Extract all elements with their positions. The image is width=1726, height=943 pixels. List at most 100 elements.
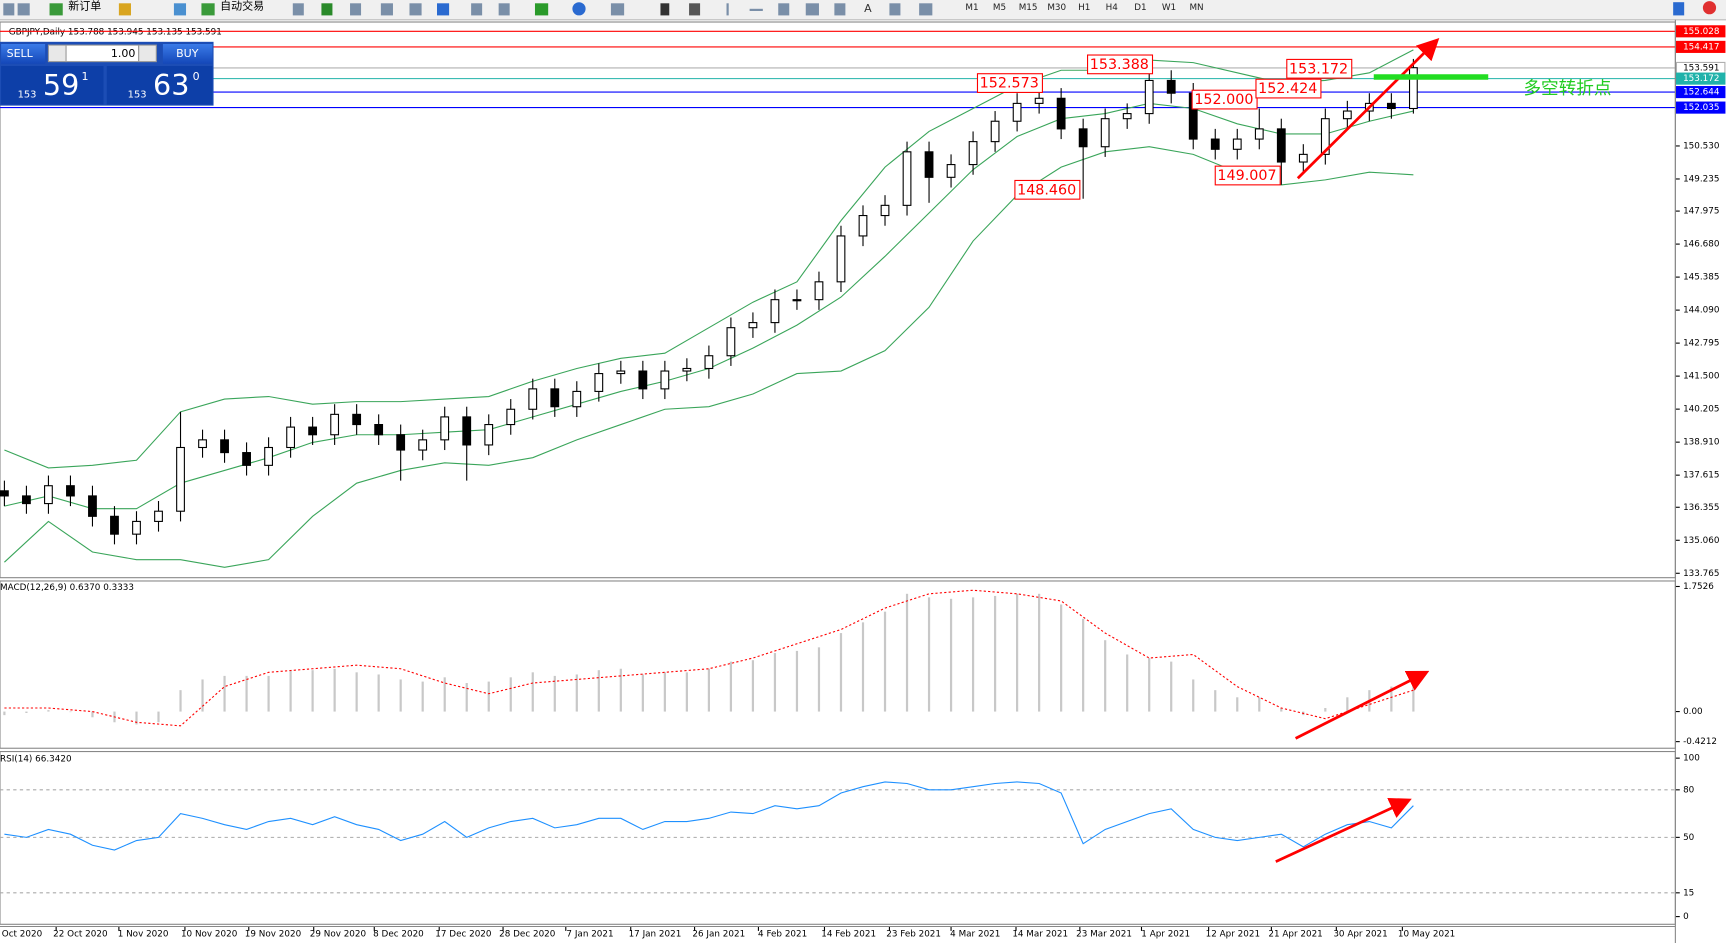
timeframe-button[interactable]: H1 <box>1078 3 1090 13</box>
sell-button[interactable] <box>1 44 46 64</box>
macd-bar <box>641 674 644 712</box>
macd-bar <box>509 677 512 712</box>
buy-price-box[interactable] <box>106 66 213 105</box>
macd-bar <box>1060 604 1063 712</box>
x-tick-label: 7 Jan 2021 <box>566 930 613 940</box>
y-tick-label: 80 <box>1683 785 1695 795</box>
candle-body <box>616 370 626 375</box>
candle-body <box>440 416 450 441</box>
candle-body <box>66 485 75 497</box>
macd-bar <box>685 672 688 712</box>
candle-body <box>814 281 824 301</box>
macd-bar <box>619 668 622 712</box>
buy-label[interactable]: BUY <box>176 47 199 60</box>
annotation-box <box>976 73 1043 93</box>
price-tag <box>1675 86 1726 99</box>
timeframe-button[interactable]: D1 <box>1134 3 1146 13</box>
price-tag-label: 153.172 <box>1683 74 1719 84</box>
annotation: 149.007 <box>1217 168 1276 184</box>
y-tick-label: 150.530 <box>1683 141 1720 151</box>
candle-body <box>330 413 340 436</box>
macd-bar <box>25 711 28 714</box>
macd-bar <box>135 711 138 725</box>
buy-button[interactable] <box>162 44 213 64</box>
candle-body <box>462 416 472 446</box>
macd-bar <box>267 675 270 712</box>
toolbar <box>0 0 1726 20</box>
lot-up[interactable] <box>138 44 157 63</box>
macd-bar <box>157 711 160 723</box>
timeframe-button[interactable]: M1 <box>965 3 978 13</box>
x-tick-label: 21 Apr 2021 <box>1268 930 1322 940</box>
x-tick-label: 1 Nov 2020 <box>118 930 169 940</box>
candle-body <box>1276 128 1286 163</box>
candle-body <box>792 299 802 302</box>
macd-bar <box>949 598 953 712</box>
macd-bar <box>91 711 94 718</box>
sell-price-box[interactable] <box>1 66 104 105</box>
timeframe-button[interactable]: M5 <box>993 3 1006 13</box>
timeframe-button[interactable]: H4 <box>1106 3 1119 13</box>
annotation-box <box>1255 78 1322 99</box>
candle-body <box>308 426 318 436</box>
candle-body <box>726 327 736 357</box>
macd-bar <box>729 661 733 712</box>
sell-price-pips: 59 <box>43 68 79 102</box>
timeframe-button[interactable]: M30 <box>1047 3 1066 13</box>
candle-body <box>572 390 582 408</box>
timeframe-button[interactable]: MN <box>1189 3 1203 13</box>
macd-bar <box>421 681 424 712</box>
macd-signal <box>4 589 1414 727</box>
candle-body <box>132 520 141 535</box>
y-tick-label: 1.7526 <box>1683 582 1714 592</box>
timeframe-button[interactable]: M15 <box>1019 3 1038 13</box>
x-tick-label: 4 Feb 2021 <box>758 930 807 940</box>
price-tag-label: 152.644 <box>1683 88 1720 98</box>
new-order-button[interactable]: 新订单 <box>68 0 101 13</box>
candle-body <box>1232 138 1242 150</box>
macd-bar <box>531 672 534 712</box>
candle-body <box>88 495 97 517</box>
macd-bar <box>817 647 821 712</box>
x-tick-label: 10 May 2021 <box>1398 930 1455 940</box>
x-tick-label: 23 Feb 2021 <box>886 930 941 940</box>
macd-bar <box>1214 690 1217 712</box>
y-tick-label: 140.205 <box>1683 405 1719 415</box>
macd-bar <box>663 672 666 712</box>
macd-bar <box>839 633 843 712</box>
rsi-label: RSI(14) 66.3420 <box>0 755 72 765</box>
rsi-arrow <box>1275 797 1412 863</box>
candle-body <box>352 413 362 426</box>
auto-trading-button[interactable]: 自动交易 <box>220 0 264 13</box>
candle-body <box>484 424 494 446</box>
trade-panel: SELL 1.00 BUY 153 59 1 153 63 0 <box>0 41 214 106</box>
sell-label[interactable]: SELL <box>7 47 34 60</box>
bollinger-lower <box>4 146 1414 568</box>
pivot-note: 多空转折点 <box>1523 79 1611 99</box>
candle-body <box>418 439 428 451</box>
toolbar-icons <box>3 1 1717 16</box>
candle-body <box>1012 102 1022 122</box>
x-tick-label: 14 Feb 2021 <box>821 930 876 940</box>
candle-body <box>1144 79 1154 115</box>
macd-bar <box>773 653 777 712</box>
price-tag <box>1675 101 1726 114</box>
lot-value[interactable]: 1.00 <box>111 47 136 60</box>
candle-body <box>946 164 956 178</box>
macd-bar <box>927 597 931 712</box>
macd-bar <box>861 622 865 712</box>
lot-down[interactable] <box>47 44 67 63</box>
timeframe-button[interactable]: W1 <box>1162 3 1176 13</box>
candle-body <box>1056 97 1066 130</box>
macd-bar <box>1170 661 1173 712</box>
x-tick-label: 30 Apr 2021 <box>1333 930 1387 940</box>
text-tool[interactable]: A <box>864 2 872 15</box>
macd-bar <box>575 674 578 712</box>
price-tag <box>1675 72 1726 85</box>
x-tick-label: 4 Mar 2021 <box>950 930 1000 940</box>
candle-body <box>682 367 692 372</box>
candle-body <box>748 322 758 329</box>
macd-bar <box>1236 697 1239 712</box>
candle-body <box>1100 118 1110 148</box>
candle-body <box>220 439 229 454</box>
